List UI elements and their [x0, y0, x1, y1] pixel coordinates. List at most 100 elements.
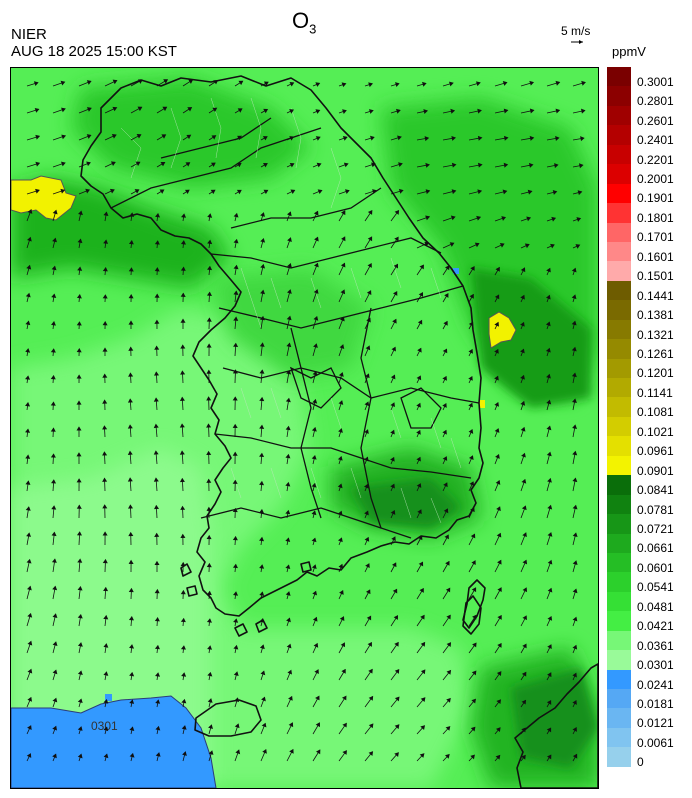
colorbar-tick-label: 0.1201	[637, 366, 674, 381]
wind-arrow-head	[233, 618, 239, 623]
wind-arrow-head	[51, 293, 57, 299]
wind-arrow-head	[232, 507, 238, 513]
wind-arrow-head	[470, 507, 475, 513]
wind-arrow-head	[311, 482, 317, 488]
colorbar-cell	[607, 67, 631, 87]
colorbar-tick-label: 0.1501	[637, 269, 674, 284]
wind-arrow-head	[576, 217, 582, 222]
wind-arrow-head	[364, 510, 369, 516]
wind-arrow-head	[206, 423, 212, 428]
contour-label: 0301	[91, 719, 118, 733]
wind-arrow-head	[394, 641, 399, 647]
wind-arrow-head	[206, 562, 212, 568]
wind-arrow-head	[468, 375, 473, 381]
wind-arrow-head	[289, 109, 294, 114]
colorbar-cell	[607, 222, 631, 242]
wind-arrow-head	[103, 586, 109, 592]
wind-arrow-head	[442, 456, 448, 461]
wind-arrow-head	[102, 347, 108, 352]
wind-arrow-head	[127, 424, 133, 429]
wind-arrow-head	[163, 79, 169, 84]
wind-arrow-head	[529, 108, 535, 114]
wind-arrow-head	[340, 642, 346, 648]
wind-arrow-head	[27, 640, 33, 646]
wind-arrow-head	[312, 616, 318, 622]
wind-arrow-head	[572, 532, 578, 537]
wind-arrow-head	[580, 136, 585, 142]
wind-arrow-head	[572, 477, 578, 483]
wind-arrow-head	[555, 80, 561, 86]
wind-arrow-head	[572, 753, 578, 759]
wind-arrow-head	[419, 753, 425, 758]
colorbar-tick-label: 0.1901	[637, 191, 674, 206]
wind-arrow-head	[155, 699, 161, 704]
wind-arrow-head	[188, 79, 194, 84]
wind-arrow-head	[580, 108, 586, 114]
wind-arrow-head	[236, 162, 242, 168]
wind-arrow-head	[367, 641, 372, 647]
wind-arrow-head	[103, 726, 109, 732]
wind-arrow-head	[391, 536, 396, 542]
wind-arrow-head	[180, 370, 186, 375]
wind-arrow-head	[394, 752, 399, 757]
wind-arrow-head	[129, 699, 135, 704]
wind-arrow-head	[206, 291, 212, 296]
wind-arrow-head	[51, 321, 56, 326]
wind-arrow-head	[520, 294, 525, 300]
wind-arrow-head	[76, 321, 82, 326]
wind-arrow-head	[546, 294, 551, 300]
wind-arrow-head	[425, 189, 431, 195]
wind-arrow-head	[128, 616, 134, 621]
wind-arrow-head	[206, 534, 212, 540]
wind-arrow-head	[572, 727, 577, 732]
wind-arrow-head	[26, 532, 32, 537]
wind-arrow-head	[315, 749, 321, 755]
wind-arrow-head	[496, 506, 501, 512]
wind-arrow-head	[394, 696, 400, 702]
wind-arrow-head	[77, 753, 83, 759]
colorbar	[607, 67, 631, 767]
wind-arrow-head	[571, 320, 577, 326]
wind-arrow-head	[550, 243, 555, 249]
colorbar-cell	[607, 650, 631, 670]
colorbar-cell	[607, 533, 631, 553]
wind-arrow-head	[289, 82, 295, 87]
title-main: O	[292, 8, 310, 33]
wind-arrow-head	[234, 723, 240, 729]
colorbar-cell	[607, 630, 631, 651]
wind-arrow-head	[417, 535, 423, 541]
wind-arrow-head	[397, 135, 402, 141]
wind-arrow-head	[212, 107, 218, 113]
wind-arrow-head	[339, 616, 345, 621]
wind-arrow-head	[390, 509, 396, 515]
wind-arrow-head	[572, 644, 578, 650]
wind-arrow-head	[392, 291, 398, 296]
colorbar-cell	[607, 319, 631, 340]
colorbar-tick-label: 0.0541	[637, 580, 674, 595]
wind-arrow-head	[261, 722, 267, 728]
wind-arrow-head	[494, 428, 500, 433]
wind-arrow-head	[128, 346, 134, 351]
wind-arrow-head	[236, 189, 242, 195]
wind-arrow-head	[238, 80, 244, 86]
wind-arrow-head	[262, 136, 268, 141]
wind-arrow-head	[468, 428, 474, 434]
wind-arrow-head	[76, 531, 82, 536]
wind-arrow-head	[420, 725, 426, 730]
wind-arrow-head	[25, 292, 31, 298]
wind-arrow-head	[180, 505, 186, 510]
wind-arrow-head	[180, 645, 186, 650]
wind-arrow-head	[232, 563, 238, 569]
wind-arrow-head	[259, 480, 265, 486]
wind-arrow-head	[445, 753, 450, 759]
wind-arrow-head	[521, 699, 527, 705]
wind-arrow-head	[521, 452, 526, 458]
colorbar-cell	[607, 378, 631, 398]
wind-arrow-head	[521, 671, 527, 677]
wind-arrow-head	[259, 342, 265, 347]
wind-arrow-head	[155, 213, 161, 218]
wind-arrow-head	[60, 80, 66, 86]
wind-arrow-head	[102, 294, 108, 299]
wind-arrow-head	[312, 398, 318, 404]
wind-arrow-head	[313, 210, 319, 216]
